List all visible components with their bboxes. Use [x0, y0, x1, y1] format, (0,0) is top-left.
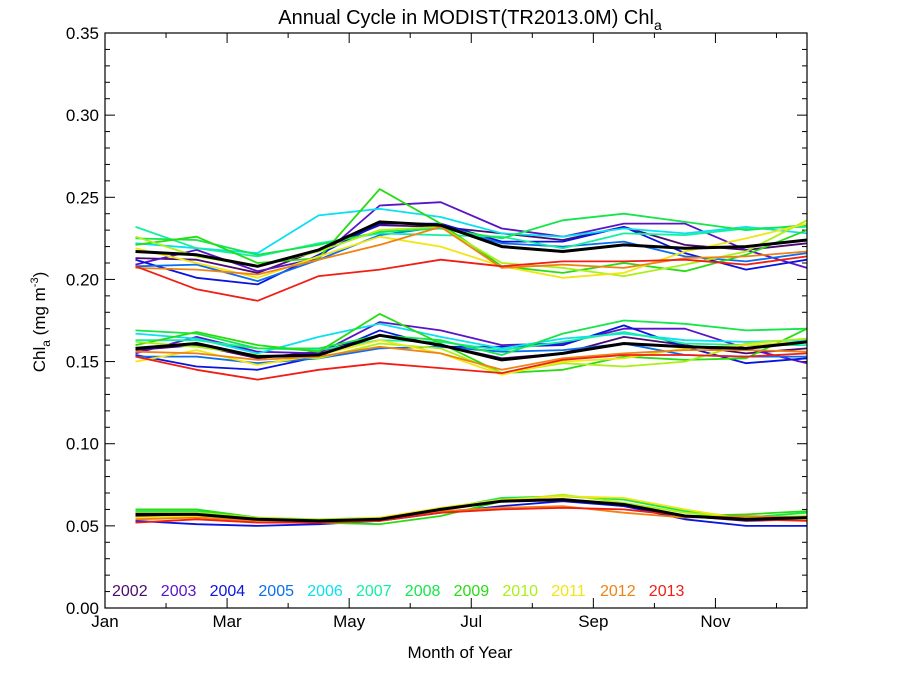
mean-line	[135, 498, 808, 523]
legend-item-2004: 2004	[210, 583, 246, 600]
y-tick-label: 0.25	[66, 188, 99, 207]
y-tick-label: 0.30	[66, 106, 99, 125]
legend-item-2007: 2007	[356, 583, 392, 600]
series-line-2002	[135, 224, 808, 274]
series-line-2012	[135, 225, 808, 276]
legend-item-2003: 2003	[161, 583, 197, 600]
legend-item-2012: 2012	[600, 583, 636, 600]
series-lines	[135, 188, 808, 527]
y-tick-label: 0.10	[66, 435, 99, 454]
y-axis-label: Chla (mg m-3)	[29, 272, 53, 373]
x-tick-label: Nov	[700, 612, 731, 631]
legend-item-2010: 2010	[502, 583, 538, 600]
mean-line	[135, 333, 808, 362]
y-tick-label: 0.00	[66, 599, 99, 618]
legend-item-2013: 2013	[649, 583, 685, 600]
y-tick-label: 0.15	[66, 353, 99, 372]
legend-item-2005: 2005	[258, 583, 294, 600]
x-axis-label: Month of Year	[408, 643, 513, 662]
x-tick-label: Sep	[578, 612, 608, 631]
legend-item-2011: 2011	[551, 583, 586, 600]
series-line-2009	[135, 312, 808, 375]
y-tick-label: 0.35	[66, 24, 99, 43]
series-line-2013	[135, 255, 808, 302]
x-tick-label: Mar	[212, 612, 242, 631]
x-tick-label: Jan	[91, 612, 118, 631]
y-tick-label: 0.05	[66, 517, 99, 536]
legend-item-2006: 2006	[307, 583, 343, 600]
plot-frame	[104, 32, 808, 609]
y-tick-label: 0.20	[66, 270, 99, 289]
series-line-2006	[135, 322, 808, 355]
series-line-2008	[135, 212, 808, 256]
x-tick-label: May	[333, 612, 366, 631]
series-line-2012	[135, 345, 808, 371]
mean-lines	[135, 220, 808, 523]
svg-text:Chla (mg m-3): Chla (mg m-3)	[29, 272, 53, 373]
mean-line	[135, 220, 808, 268]
legend-item-2009: 2009	[454, 583, 490, 600]
series-line-2003	[135, 201, 808, 273]
legend-item-2002: 2002	[112, 583, 148, 600]
x-tick-label: Jul	[460, 612, 482, 631]
legend-item-2008: 2008	[405, 583, 441, 600]
series-line-2003	[135, 321, 808, 365]
legend: 2002 2003 2004 2005 2006 2007 2008 2009 2010 2011…	[112, 583, 684, 600]
y-axis: 0.00 0.05 0.10 0.15 0.20 0.25 0.30 0.35	[66, 24, 807, 618]
series-line-2007	[135, 331, 807, 352]
series-line-2008	[135, 319, 808, 356]
series-line-2013	[135, 352, 808, 381]
chart-title: Annual Cycle in MODIST(TR2013.0M) Chla	[278, 7, 662, 33]
